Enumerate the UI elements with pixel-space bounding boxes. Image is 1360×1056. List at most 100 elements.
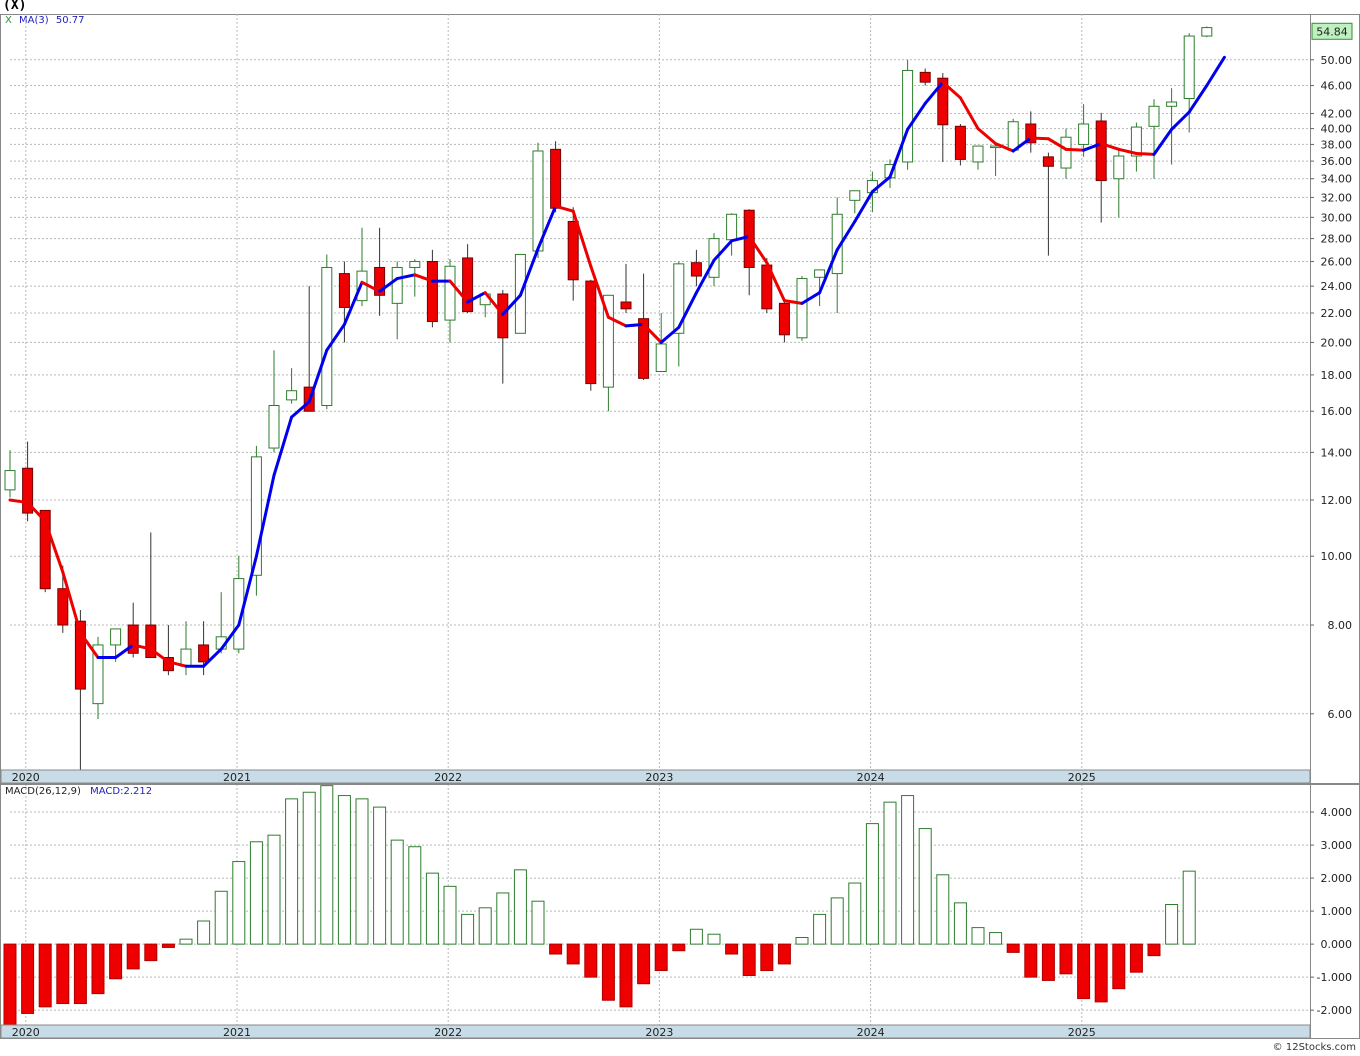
ma-segment bbox=[114, 643, 135, 660]
candle-down bbox=[567, 220, 579, 281]
macd-bar-negative bbox=[619, 943, 633, 1008]
candle-down bbox=[426, 260, 438, 323]
candle-down bbox=[954, 125, 966, 160]
candle-down bbox=[778, 302, 790, 336]
candle-down bbox=[22, 467, 34, 514]
macd-bar-positive bbox=[249, 841, 263, 945]
macd-bar-positive bbox=[848, 882, 862, 945]
candle-up bbox=[110, 628, 122, 646]
ma-segment bbox=[518, 247, 540, 297]
ma-segment bbox=[923, 80, 945, 105]
candle-up bbox=[1078, 123, 1090, 145]
ma-segment bbox=[554, 204, 575, 213]
price-tick-label: 12.00 bbox=[1321, 494, 1353, 507]
ma-segment bbox=[202, 647, 223, 668]
macd-legend-value: MACD:2.212 bbox=[90, 786, 153, 797]
candle-down bbox=[198, 644, 210, 663]
ma-segment bbox=[624, 322, 646, 328]
macd-bar-positive bbox=[461, 913, 475, 945]
candle-down bbox=[57, 588, 69, 626]
macd-tick-label: 1.000 bbox=[1321, 905, 1353, 918]
ma-segment bbox=[1011, 136, 1033, 153]
macd-tick-label: -1.000 bbox=[1317, 971, 1352, 984]
ma-segment bbox=[219, 623, 241, 651]
ma-segment bbox=[483, 291, 505, 316]
price-tick-label: 38.00 bbox=[1321, 138, 1353, 151]
ma-segment bbox=[395, 273, 417, 281]
candle-down bbox=[620, 301, 632, 310]
ma-segment bbox=[1064, 147, 1086, 152]
candle-up bbox=[180, 648, 192, 667]
ma-segment bbox=[501, 293, 522, 316]
macd-legend-label: MACD(26,12,9) bbox=[5, 786, 81, 797]
macd-bar-positive bbox=[214, 890, 228, 945]
macd-panel: 4.000 3.000 2.000 1.000 0.000 -1.000 -2.000 202… bbox=[0, 784, 1360, 1039]
ma-segment bbox=[870, 175, 892, 194]
ma-segment bbox=[1099, 142, 1121, 151]
macd-bar-positive bbox=[901, 795, 915, 945]
ma-segment bbox=[712, 239, 734, 262]
ma-segment bbox=[606, 315, 628, 328]
price-year-label: 2020 bbox=[12, 771, 40, 784]
legend-symbol: X bbox=[5, 15, 12, 26]
ma-segment bbox=[149, 647, 170, 664]
macd-tick-label: 4.000 bbox=[1321, 806, 1353, 819]
candle-up bbox=[444, 265, 456, 321]
macd-bar-negative bbox=[601, 943, 615, 1001]
candle-down bbox=[374, 266, 386, 296]
macd-bar-positive bbox=[197, 920, 211, 945]
macd-bar-positive bbox=[865, 823, 879, 945]
ma-segment bbox=[730, 234, 751, 243]
candle-down bbox=[462, 257, 474, 313]
candle-down bbox=[338, 273, 350, 308]
macd-bar-positive bbox=[373, 806, 387, 945]
candle-down bbox=[1042, 156, 1054, 167]
macd-bar-positive bbox=[425, 872, 439, 945]
ma-segment bbox=[994, 142, 1015, 153]
macd-bar-positive bbox=[478, 907, 492, 945]
price-legend: X MA(3) 50.77 bbox=[5, 15, 85, 26]
candle-down bbox=[145, 624, 157, 659]
ma-segment bbox=[26, 501, 47, 523]
candle-up bbox=[321, 266, 333, 407]
price-tick-label: 26.00 bbox=[1321, 255, 1353, 268]
ma-segment bbox=[747, 234, 769, 265]
ma-segment bbox=[8, 498, 30, 505]
macd-year-label: 2023 bbox=[645, 1026, 673, 1039]
price-tick-label: 46.00 bbox=[1321, 79, 1353, 92]
ma-segment bbox=[131, 643, 153, 651]
macd-tick-label: 3.000 bbox=[1321, 839, 1353, 852]
ma-segment bbox=[835, 219, 857, 252]
macd-year-label: 2024 bbox=[857, 1026, 885, 1039]
candle-up bbox=[250, 456, 262, 576]
candle-up bbox=[972, 145, 984, 163]
ma-segment bbox=[1170, 110, 1191, 131]
macd-bar-positive bbox=[232, 861, 246, 945]
price-tick-label: 18.00 bbox=[1321, 369, 1353, 382]
macd-bar-positive bbox=[813, 913, 827, 945]
price-tick-label: 20.00 bbox=[1321, 336, 1353, 349]
macd-bar-negative bbox=[760, 943, 774, 972]
ma-segment bbox=[1046, 137, 1068, 151]
candle-up bbox=[1007, 121, 1019, 151]
ma-segment bbox=[448, 279, 470, 304]
ma-segment bbox=[976, 127, 998, 146]
ma-segment bbox=[413, 273, 434, 283]
macd-bar-positive bbox=[179, 938, 193, 945]
macd-bar-positive bbox=[443, 885, 457, 945]
candle-down bbox=[1095, 120, 1107, 182]
candle-down bbox=[74, 620, 86, 690]
candle-up bbox=[233, 578, 245, 650]
candle-up bbox=[902, 69, 914, 163]
macd-bar-positive bbox=[320, 785, 334, 945]
ticker-symbol: (X) bbox=[3, 0, 27, 13]
price-tick-label: 42.00 bbox=[1321, 108, 1353, 121]
candle-up bbox=[286, 390, 298, 401]
ma-segment bbox=[1205, 55, 1226, 87]
macd-bar-negative bbox=[21, 943, 35, 1014]
ma-segment bbox=[272, 415, 294, 477]
macd-bar-positive bbox=[302, 791, 316, 945]
ma-segment bbox=[888, 127, 910, 179]
candle-up bbox=[655, 343, 667, 372]
ma-segment bbox=[571, 209, 593, 268]
